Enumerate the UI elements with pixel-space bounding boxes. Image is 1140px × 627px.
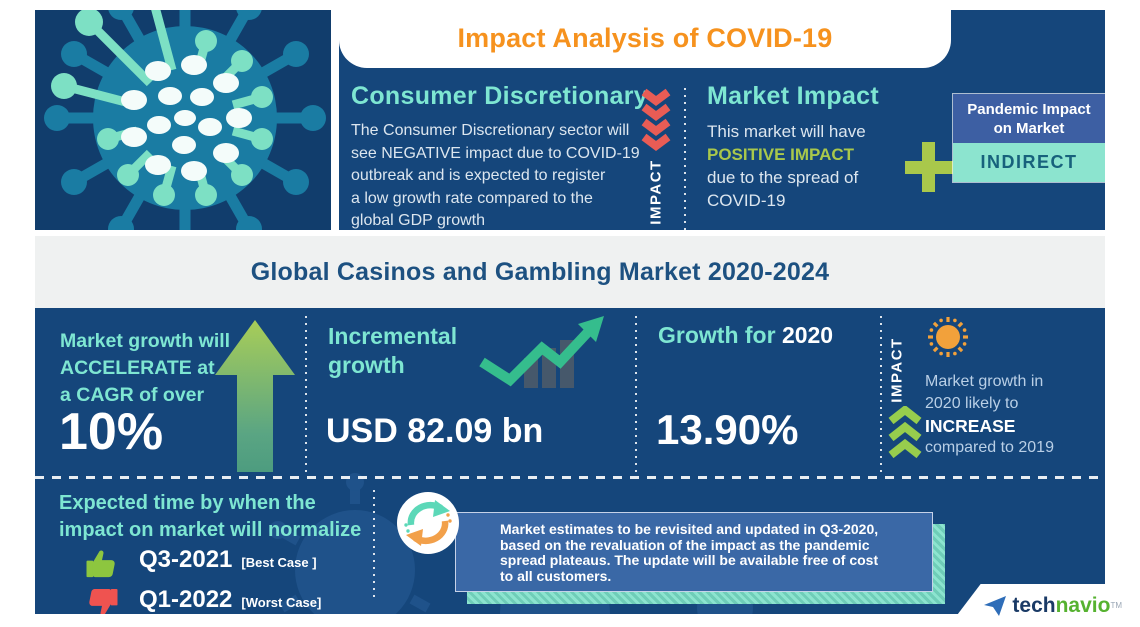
coronavirus-icon	[35, 10, 331, 230]
pandemic-box-title: Pandemic Impact on Market	[953, 94, 1105, 143]
banner-title-box: Impact Analysis of COVID-19	[339, 10, 951, 68]
virus-illustration-panel	[35, 10, 331, 230]
arrow-up-icon	[215, 320, 295, 472]
market-title-band: Global Casinos and Gambling Market 2020-…	[35, 236, 1105, 308]
logo-text-navio: navio	[1055, 593, 1111, 617]
bottom-divider	[373, 490, 375, 602]
growth-value: 13.90%	[656, 406, 799, 453]
pandemic-impact-box: Pandemic Impact on Market INDIRECT	[952, 93, 1106, 183]
section-separator	[35, 476, 1105, 479]
normalize-title: Expected time by when the impact on mark…	[59, 492, 362, 541]
logo-text-tech: tech	[1012, 593, 1056, 617]
market-impact-highlight: POSITIVE IMPACT	[707, 145, 855, 164]
impact-vertical-label: IMPACT	[888, 337, 906, 403]
growth-label: Growth for 2020	[658, 322, 834, 348]
consumer-body-line: The Consumer Discretionary sector will	[351, 122, 630, 139]
consumer-body-line: see NEGATIVE impact due to COVID-19	[351, 144, 640, 162]
market-impact-line: due to the spread of	[707, 168, 859, 187]
column-divider	[880, 316, 882, 472]
incremental-growth-stat: Incremental growth USD 82.09 bn	[308, 308, 635, 478]
consumer-body: The Consumer Discretionary sector will s…	[351, 120, 648, 233]
stats-panel: Market growth will ACCELERATE at a CAGR …	[35, 308, 1105, 614]
chevron-up-icon	[888, 406, 922, 459]
technavio-logo: tech navio TM	[948, 584, 1140, 627]
header-band: Impact Analysis of COVID-19 Consumer Dis…	[339, 10, 1106, 234]
impact-vertical-label: IMPACT	[647, 159, 665, 225]
best-case-label: [Best Case ]	[241, 555, 317, 570]
cagr-label: Market growth will ACCELERATE at a CAGR …	[60, 330, 231, 406]
cagr-value: 10%	[59, 403, 164, 461]
thumbs-up-icon	[86, 550, 115, 578]
impact-highlight: INCREASE	[925, 416, 1016, 436]
market-impact-title: Market Impact	[707, 82, 880, 110]
consumer-discretionary-section: Consumer Discretionary The Consumer Disc…	[351, 82, 648, 233]
best-case-value: Q3-2021	[139, 546, 233, 573]
column-divider	[305, 316, 307, 472]
technavio-arrow-icon	[984, 595, 1007, 616]
section-divider	[684, 88, 686, 234]
refresh-icon	[397, 492, 459, 554]
best-case-row: Q3-2021 [Best Case ]	[139, 546, 317, 574]
incremental-value: USD 82.09 bn	[326, 412, 544, 450]
market-impact-body: This market will have POSITIVE IMPACT du…	[707, 120, 879, 212]
virus-icon	[928, 317, 968, 357]
chevron-down-icon	[641, 88, 671, 151]
consumer-title: Consumer Discretionary	[351, 82, 648, 110]
growth-2020-stat: Growth for 2020 13.90%	[638, 308, 880, 478]
worst-case-value: Q1-2022	[139, 586, 233, 613]
plus-icon	[905, 142, 953, 192]
pandemic-box-value: INDIRECT	[953, 143, 1105, 182]
worst-case-row: Q1-2022 [Worst Case]	[139, 586, 321, 614]
logo-trademark: TM	[1110, 601, 1122, 610]
consumer-body-line: a low growth rate compared to the	[351, 189, 593, 207]
banner-title: Impact Analysis of COVID-19	[457, 23, 833, 53]
trend-up-icon	[479, 316, 604, 388]
market-title: Global Casinos and Gambling Market 2020-…	[250, 258, 830, 286]
impact-2020-stat: IMPACT Market growth in 2020 likely to I…	[883, 308, 1105, 478]
update-note-box: Market estimates to be revisited and upd…	[455, 512, 933, 592]
market-impact-section: Market Impact This market will have POSI…	[707, 82, 879, 212]
cagr-stat: Market growth will ACCELERATE at a CAGR …	[35, 308, 305, 478]
thumbs-down-icon	[89, 588, 118, 614]
consumer-body-line: global GDP growth	[351, 212, 485, 229]
consumer-body-line: outbreak and is expected to register	[351, 167, 606, 184]
market-impact-line: COVID-19	[707, 191, 786, 210]
incremental-label: Incremental growth	[328, 323, 458, 378]
column-divider	[635, 316, 637, 472]
impact-text: Market growth in 2020 likely to INCREASE…	[925, 373, 1054, 456]
market-impact-line: This market will have	[707, 122, 866, 141]
worst-case-label: [Worst Case]	[241, 595, 322, 610]
